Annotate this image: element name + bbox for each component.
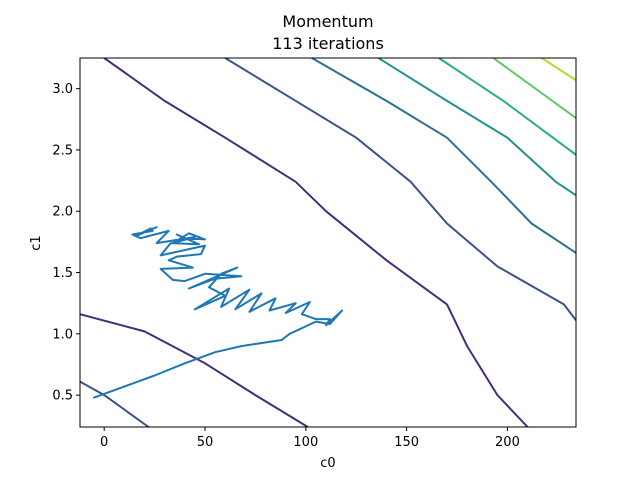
- contour-line-8: [540, 58, 576, 82]
- x-tick-label: 0: [100, 435, 108, 450]
- chart-title: Momentum: [282, 12, 373, 31]
- y-tick-label: 3.0: [52, 82, 73, 97]
- chart-subtitle: 113 iterations: [272, 34, 384, 53]
- contour-line-1: [103, 58, 529, 427]
- x-axis-ticks: 0 50 100 150 200: [100, 427, 520, 450]
- optimization-path: [93, 226, 344, 399]
- x-tick-label: 200: [495, 435, 520, 450]
- x-tick-label: 100: [293, 435, 318, 450]
- contour-line-0: [80, 313, 309, 427]
- y-tick-label: 2.0: [52, 205, 73, 220]
- contour-line-6: [437, 58, 576, 156]
- x-tick-label: 150: [394, 435, 419, 450]
- y-axis-ticks: 0.5 1.0 1.5 2.0 2.5 3.0: [52, 82, 80, 404]
- plot-frame: [79, 57, 577, 428]
- y-tick-label: 1.5: [52, 266, 73, 281]
- contour-line-3: [224, 58, 576, 322]
- contour-line-2: [80, 380, 150, 427]
- contour-line-7: [492, 58, 576, 120]
- y-axis-label: c1: [29, 235, 44, 250]
- y-tick-label: 2.5: [52, 143, 73, 158]
- y-tick-label: 1.0: [52, 327, 73, 342]
- contour-line-4: [310, 58, 576, 254]
- y-tick-label: 0.5: [52, 389, 73, 404]
- contour-lines: [80, 58, 576, 427]
- x-tick-label: 50: [197, 435, 214, 450]
- contour-line-5: [377, 58, 576, 197]
- x-axis-label: c0: [320, 456, 335, 471]
- optimizer-trajectory-line: [93, 226, 344, 399]
